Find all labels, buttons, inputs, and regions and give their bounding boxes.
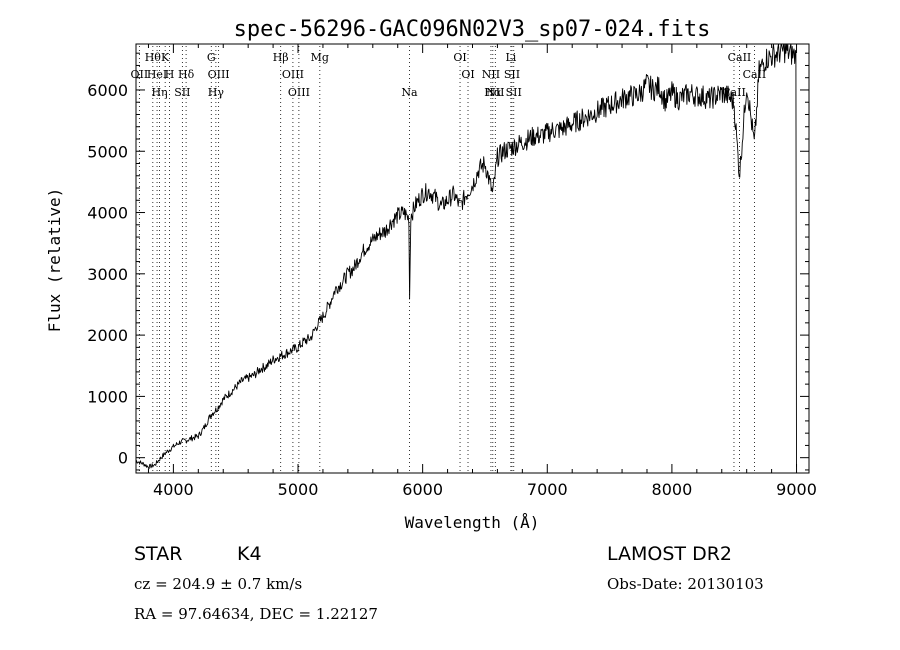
line-marker-label: Mg bbox=[311, 51, 329, 64]
plot-frame bbox=[135, 43, 810, 474]
chart-title: spec-56296-GAC096N02V3_sp07-024.fits bbox=[234, 17, 711, 42]
line-marker-label: CaII bbox=[728, 51, 752, 64]
line-marker-label: HeI bbox=[147, 68, 167, 81]
line-marker-label: Hη bbox=[151, 86, 167, 99]
line-marker-label: OIII bbox=[288, 86, 310, 99]
x-axis-label: Wavelength (Å) bbox=[405, 513, 540, 532]
coordinates-readout: RA = 97.64634, DEC = 1.22127 bbox=[134, 605, 378, 623]
object-subclass: K4 bbox=[237, 543, 262, 565]
x-tick-label: 4000 bbox=[153, 480, 194, 499]
x-tick-label: 8000 bbox=[652, 480, 693, 499]
y-tick-label: 6000 bbox=[87, 81, 128, 100]
line-marker-label: K bbox=[161, 51, 170, 64]
line-marker-layer: OII Hθ HeI Hη KH SII Hδ G Hγ OIII Hβ OIII OIII Mg Na OI… bbox=[131, 46, 767, 471]
line-marker-label: OI bbox=[461, 68, 474, 81]
axis-layer: 4000 5000 6000 7000 8000 9000 0 1000 2000 3000 400… bbox=[87, 44, 817, 499]
line-marker-label: SII bbox=[506, 86, 522, 99]
line-marker-label: NII bbox=[482, 68, 500, 81]
redshift-readout: cz = 204.9 ± 0.7 km/s bbox=[134, 575, 303, 593]
line-marker-label: OI bbox=[453, 51, 466, 64]
line-marker-label: NII bbox=[486, 86, 504, 99]
line-marker-label: Hθ bbox=[145, 51, 162, 64]
y-tick-label: 0 bbox=[118, 449, 128, 468]
observation-date: Obs-Date: 20130103 bbox=[607, 575, 764, 593]
line-marker-label: OIII bbox=[282, 68, 304, 81]
survey-name: LAMOST DR2 bbox=[607, 543, 732, 565]
line-marker-label: OIII bbox=[208, 68, 230, 81]
line-marker-label: Li bbox=[505, 51, 516, 64]
line-marker-label: SII bbox=[504, 68, 520, 81]
line-marker-label: Hβ bbox=[273, 51, 289, 64]
spectrum-line-series-0 bbox=[135, 43, 797, 470]
x-tick-label: 7000 bbox=[527, 480, 568, 499]
line-marker-label: H bbox=[165, 68, 175, 81]
y-tick-label: 3000 bbox=[87, 265, 128, 284]
y-tick-label: 2000 bbox=[87, 326, 128, 345]
y-tick-label: 1000 bbox=[87, 387, 128, 406]
line-marker-label: Hδ bbox=[178, 68, 195, 81]
line-marker-label: Na bbox=[401, 86, 418, 99]
line-marker-label: OII bbox=[131, 68, 149, 81]
y-axis-label: Flux (relative) bbox=[45, 188, 64, 333]
line-marker-label: G bbox=[207, 51, 216, 64]
series-layer bbox=[135, 43, 797, 470]
y-tick-label: 5000 bbox=[87, 142, 128, 161]
object-class: STAR bbox=[134, 543, 183, 565]
line-marker-label: Hα bbox=[484, 86, 502, 99]
line-marker-label: Hγ bbox=[208, 86, 225, 99]
x-tick-label: 6000 bbox=[402, 480, 443, 499]
line-marker-label: CaII bbox=[743, 68, 767, 81]
x-tick-label: 9000 bbox=[776, 480, 817, 499]
x-tick-label: 5000 bbox=[278, 480, 319, 499]
y-tick-label: 4000 bbox=[87, 204, 128, 223]
line-marker-label: SII bbox=[174, 86, 190, 99]
